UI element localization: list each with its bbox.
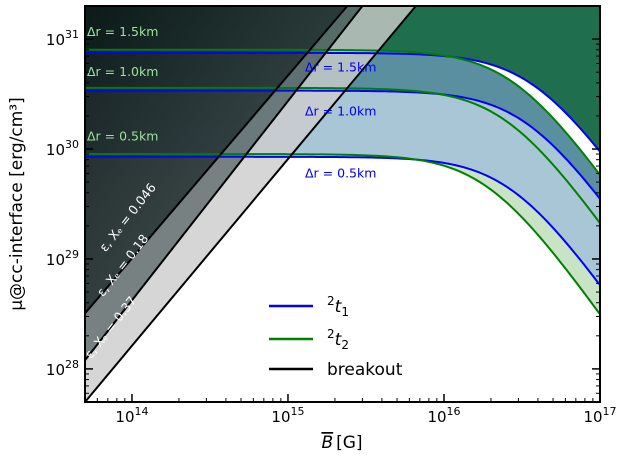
series-line-t1-2 bbox=[85, 51, 600, 153]
y-tick-label-2: 1030 bbox=[46, 138, 79, 159]
series-line-t1-0 bbox=[85, 155, 600, 286]
annotation-dr-right-0: Δr = 1.5km bbox=[305, 60, 376, 75]
y-axis: 1028 1029 1030 1031 bbox=[46, 5, 600, 403]
x-tick-label-2: 1016 bbox=[427, 405, 460, 426]
breakout-line-1 bbox=[85, 6, 364, 361]
annotation-dr-left-1: Δr = 1.0km bbox=[87, 64, 158, 79]
y-tick-label-0: 1028 bbox=[46, 358, 79, 379]
breakout-region-dark bbox=[85, 6, 348, 402]
x-axis-label: B [G] bbox=[321, 433, 362, 453]
breakout-line-2 bbox=[85, 6, 417, 402]
legend: 2t1 2t2 breakout bbox=[269, 294, 403, 380]
annotation-dr-left-0: Δr = 1.5km bbox=[87, 24, 158, 39]
y-axis-label: μ@cc-interface [erg/cm³] bbox=[7, 97, 27, 311]
x-tick-label-3: 1017 bbox=[583, 405, 616, 426]
plot-area: Δr = 1.5km Δr = 1.0km Δr = 0.5km Δr = 1.5km… bbox=[85, 6, 600, 402]
series-lines bbox=[85, 48, 600, 315]
series-line-t2-3 bbox=[85, 153, 600, 315]
annotation-dr-left-2: Δr = 0.5km bbox=[87, 128, 158, 143]
x-axis: 1014 1015 1016 1017 bbox=[84, 394, 617, 426]
series-line-t2-4 bbox=[85, 86, 600, 224]
x-tick-label-0: 1014 bbox=[115, 405, 148, 426]
legend-label-0: 2t1 bbox=[327, 294, 349, 319]
y-tick-label-3: 1031 bbox=[46, 28, 79, 49]
breakout-lines bbox=[85, 6, 417, 402]
series-line-t1-1 bbox=[85, 89, 600, 200]
annotation-dr-right-1: Δr = 1.0km bbox=[305, 103, 376, 118]
plot-frame bbox=[84, 5, 601, 403]
y-tick-label-1: 1029 bbox=[46, 248, 79, 269]
series-line-t2-5 bbox=[85, 48, 600, 176]
x-tick-label-1: 1015 bbox=[271, 405, 304, 426]
legend-label-2: breakout bbox=[327, 360, 403, 380]
annotation-dr-right-2: Δr = 0.5km bbox=[305, 165, 376, 180]
breakout-line-0 bbox=[85, 6, 349, 315]
legend-label-1: 2t2 bbox=[327, 327, 349, 352]
